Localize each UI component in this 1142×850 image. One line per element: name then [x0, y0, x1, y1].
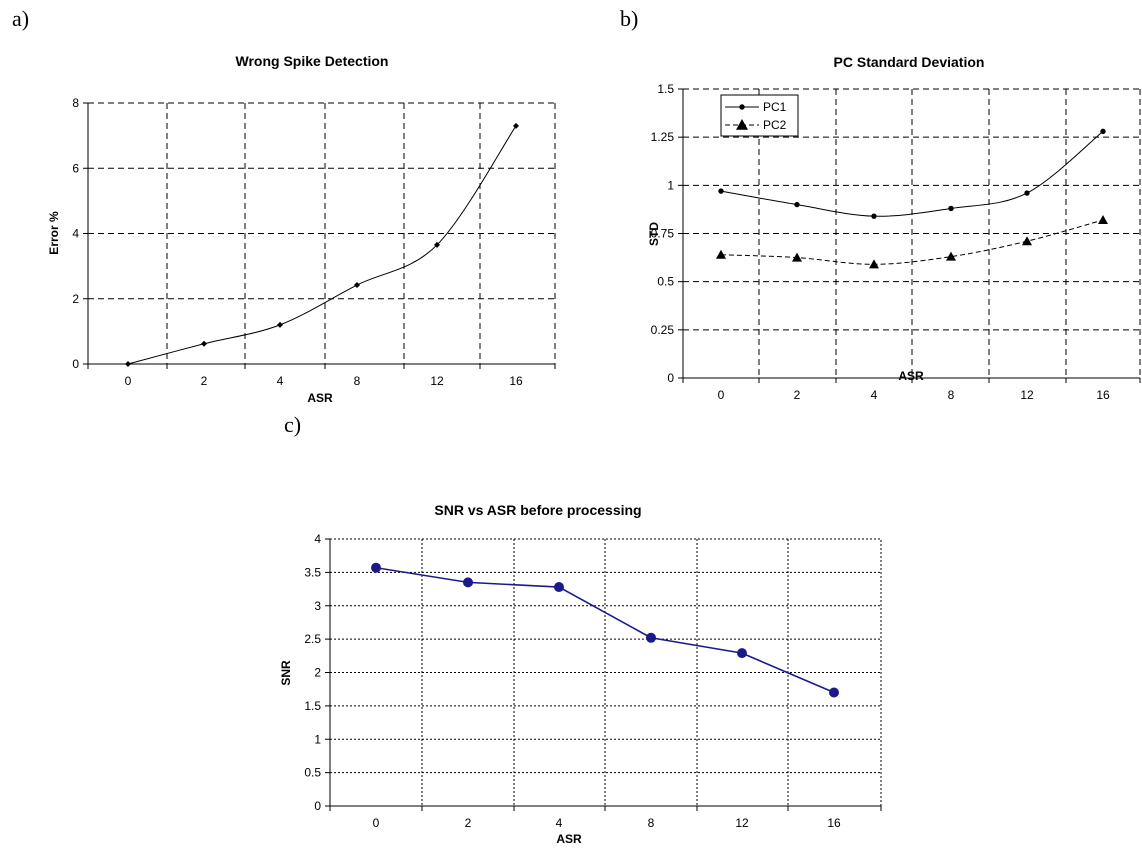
x-tick-label: 16 [1096, 388, 1110, 402]
y-tick-label: 2.5 [304, 632, 321, 646]
x-tick-label: 16 [509, 374, 523, 388]
data-point [646, 632, 656, 643]
x-tick-label: 0 [125, 374, 132, 388]
series-pc2 [716, 215, 1108, 269]
y-tick-label: 4 [72, 227, 79, 241]
data-point [792, 252, 802, 262]
x-axis-label: ASR [307, 391, 333, 405]
y-axis-label: Error % [47, 211, 61, 255]
y-tick-label: 1 [314, 732, 321, 746]
series-0 [125, 122, 519, 367]
y-tick-label: 0 [667, 371, 674, 385]
data-point [513, 122, 519, 129]
y-tick-label: 6 [72, 161, 79, 175]
chart-title: SNR vs ASR before processing [434, 502, 641, 518]
y-tick-label: 0.5 [304, 766, 321, 780]
data-point [829, 687, 839, 698]
y-tick-label: 3 [314, 599, 321, 613]
data-point [434, 241, 440, 248]
x-tick-label: 16 [827, 816, 841, 830]
y-tick-label: 1 [667, 178, 674, 192]
data-point [871, 213, 877, 219]
series-line [127, 125, 517, 365]
chart-1: 0 0.25 0.5 0.75 1 1.25 1.5 0 2 4 8 12 16 PC Standard … [647, 54, 1141, 402]
data-point [736, 119, 748, 130]
y-tick-label: 0.75 [651, 227, 675, 241]
y-tick-label: 1.5 [657, 82, 674, 96]
data-point [718, 188, 724, 194]
chart-title: Wrong Spike Detection [236, 53, 389, 69]
y-tick-label: 0 [72, 357, 79, 371]
chart-0: 0 2 4 6 8 0 2 4 8 12 16 Wrong Spike Detection ASR Err… [47, 53, 556, 405]
series-line [375, 566, 835, 694]
data-point [794, 201, 800, 208]
y-tick-label: 0.25 [651, 323, 675, 337]
series-line [720, 130, 1104, 217]
x-tick-label: 0 [373, 816, 380, 830]
x-tick-label: 12 [735, 816, 749, 830]
data-point [371, 562, 381, 573]
data-point [1022, 236, 1032, 246]
panel-label-a: a) [12, 6, 30, 31]
x-tick-label: 4 [277, 374, 284, 388]
x-tick-label: 12 [1020, 388, 1034, 402]
data-point [737, 648, 747, 659]
x-tick-label: 0 [718, 388, 725, 402]
data-point [948, 205, 954, 212]
x-tick-label: 4 [871, 388, 878, 402]
data-point [1098, 215, 1108, 225]
series-line [720, 219, 1104, 265]
panel-label-b: b) [620, 6, 639, 31]
y-tick-label: 2 [72, 292, 79, 306]
x-axis-label: ASR [898, 369, 924, 383]
data-point [946, 251, 956, 261]
x-tick-label: 8 [354, 374, 361, 388]
y-tick-label: 4 [314, 532, 321, 546]
data-point [716, 249, 726, 259]
data-point [277, 321, 283, 328]
x-tick-label: 4 [556, 816, 563, 830]
y-tick-label: 0 [314, 799, 321, 813]
data-point [739, 104, 745, 110]
data-point [869, 259, 879, 269]
data-point [554, 582, 564, 593]
legend-label: PC2 [763, 118, 787, 132]
y-tick-label: 1.25 [651, 130, 675, 144]
x-tick-label: 12 [430, 374, 444, 388]
data-point [354, 282, 360, 289]
y-tick-label: 2 [314, 666, 321, 680]
data-point [201, 340, 207, 347]
y-tick-label: 1.5 [304, 699, 321, 713]
x-tick-label: 2 [794, 388, 801, 402]
chart-2: 0 0.5 1 1.5 2 2.5 3 3.5 4 0 2 4 8 12 16 SNR vs ASR befo… [279, 502, 882, 846]
legend-label: PC1 [763, 100, 787, 114]
x-tick-label: 2 [465, 816, 472, 830]
x-axis-label: ASR [556, 832, 582, 846]
panel-label-c: c) [284, 412, 302, 437]
chart-title: PC Standard Deviation [834, 54, 985, 70]
data-point [125, 361, 131, 367]
x-tick-label: 2 [201, 374, 208, 388]
x-tick-label: 8 [948, 388, 955, 402]
series-0 [371, 562, 839, 698]
data-point [1024, 190, 1030, 196]
y-axis-label: SNR [279, 660, 293, 686]
x-tick-label: 8 [648, 816, 655, 830]
y-tick-label: 0.5 [657, 275, 674, 289]
y-tick-label: 3.5 [304, 565, 321, 579]
y-axis-label: STD [647, 222, 661, 246]
legend-box [720, 94, 799, 137]
series-pc1 [718, 128, 1106, 219]
y-tick-label: 8 [72, 96, 79, 110]
data-point [463, 577, 473, 588]
data-point [1100, 128, 1106, 135]
